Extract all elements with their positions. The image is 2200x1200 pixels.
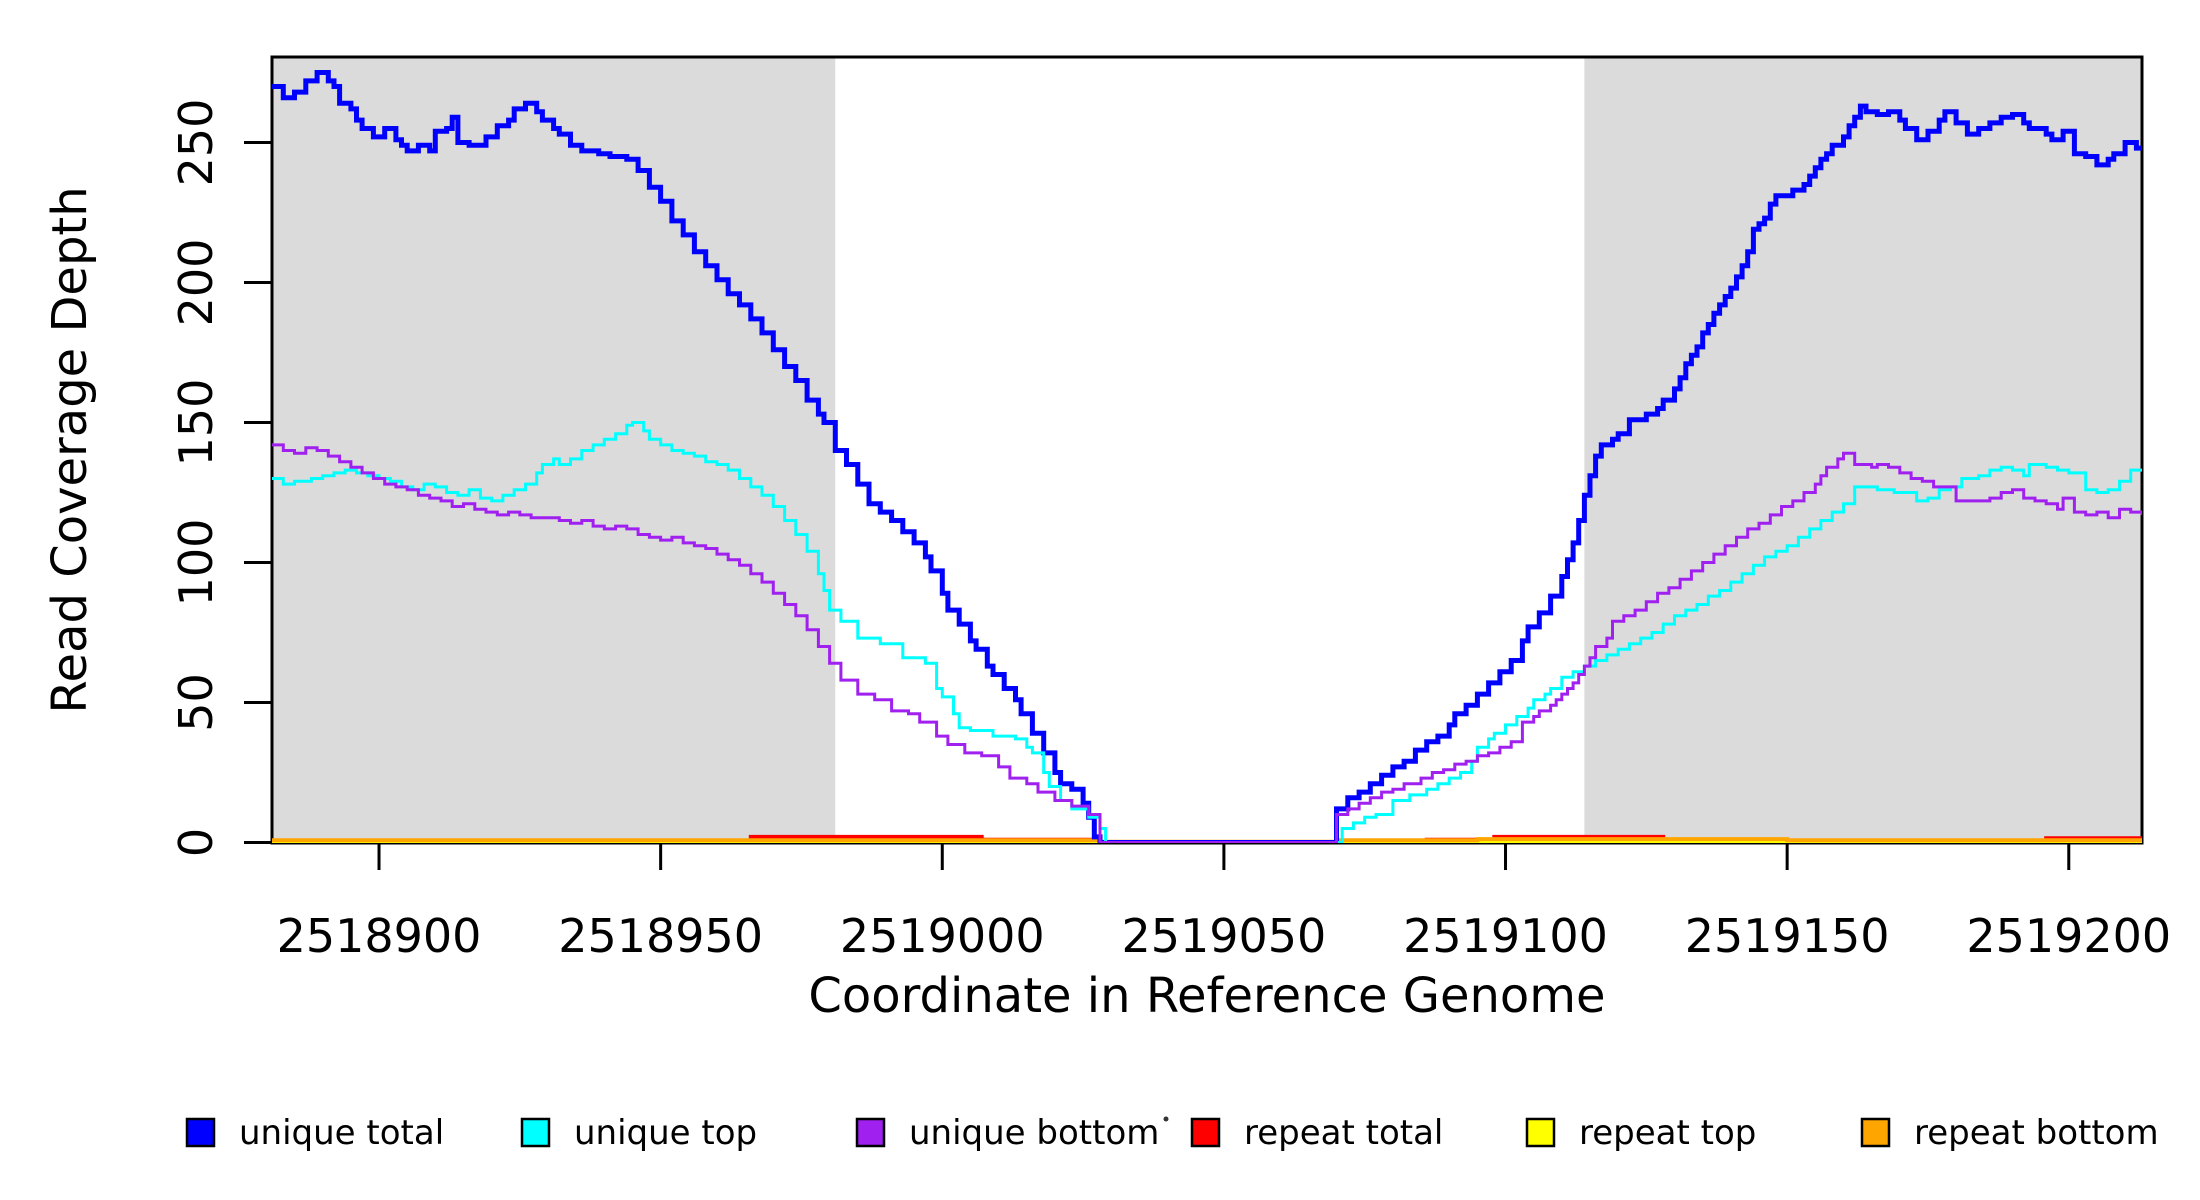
legend-label-repeat-total: repeat total xyxy=(1244,1113,1443,1153)
y-tick-label: 250 xyxy=(169,99,223,187)
legend-label-unique-top: unique top xyxy=(574,1113,757,1153)
legend-swatch-repeat-total xyxy=(1190,1117,1221,1148)
y-tick-label: 150 xyxy=(169,379,223,467)
x-tick-label: 2519200 xyxy=(1966,909,2171,963)
series-lines xyxy=(272,70,2142,843)
legend-swatch-unique-bottom xyxy=(855,1117,886,1148)
y-tick-label: 0 xyxy=(169,828,223,857)
x-tick-label: 2519050 xyxy=(1121,909,1326,963)
legend-label-repeat-top: repeat top xyxy=(1579,1113,1756,1153)
legend-label-repeat-bottom: repeat bottom xyxy=(1914,1113,2159,1153)
shaded-region-1 xyxy=(272,58,836,842)
x-tick-label: 2518900 xyxy=(277,909,482,963)
shaded-region-2 xyxy=(1584,58,2142,842)
y-tick-label: 50 xyxy=(169,673,223,732)
shaded-regions xyxy=(272,58,2142,842)
legend-swatch-repeat-top xyxy=(1525,1117,1556,1148)
x-tick-label: 2519000 xyxy=(840,909,1045,963)
legend-label-unique-bottom: unique bottom xyxy=(909,1113,1159,1153)
legend-label-unique-total: unique total xyxy=(239,1113,444,1153)
legend-swatch-repeat-bottom xyxy=(1860,1117,1891,1148)
x-axis-ticks: 2518900 2518950 2519000 2519050 2519100 25191… xyxy=(277,843,2171,963)
y-axis-ticks: 0 50 100 150 200 250 xyxy=(169,99,271,857)
stray-dot-artifact xyxy=(1163,1116,1169,1122)
x-tick-label: 2519100 xyxy=(1403,909,1608,963)
y-tick-label: 100 xyxy=(169,519,223,607)
legend-swatch-unique-top xyxy=(520,1117,551,1148)
y-tick-label: 200 xyxy=(169,239,223,327)
legend: unique total unique top unique bottom repea… xyxy=(185,1113,2159,1153)
x-axis-title: Coordinate in Reference Genome xyxy=(808,968,1605,1024)
legend-swatch-unique-total xyxy=(185,1117,216,1148)
x-tick-label: 2519150 xyxy=(1685,909,1890,963)
series-line-unique-bottom xyxy=(272,443,2142,843)
x-tick-label: 2518950 xyxy=(558,909,763,963)
series-line-unique-total xyxy=(272,70,2142,843)
y-axis-title: Read Coverage Depth xyxy=(42,186,98,713)
series-line-unique-top xyxy=(272,421,2142,843)
